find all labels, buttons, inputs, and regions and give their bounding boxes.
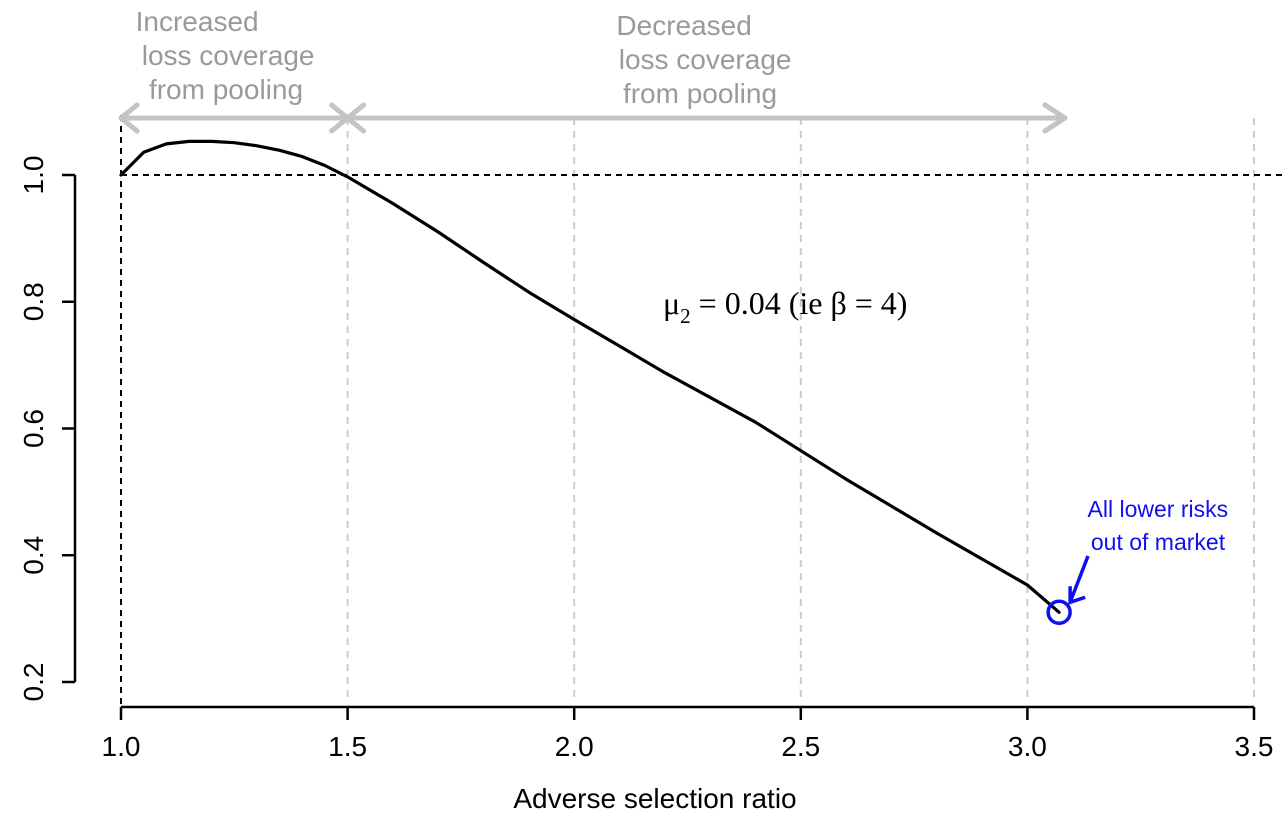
x-axis-title: Adverse selection ratio [513,783,796,814]
region-left-label: Increased loss coverage from pooling [136,6,323,105]
region-right-line-2: loss coverage [619,44,792,75]
callout-text: All lower risks out of market [1088,496,1235,555]
region-mid-arrow-head-right [345,102,367,134]
x-tick-label-2.5: 2.5 [781,731,820,762]
formula-mu: μ [663,285,680,321]
vertical-gridlines [346,118,1255,702]
region-right-label: Decreased loss coverage from pooling [616,10,799,109]
callout-line-2: out of market [1091,529,1226,555]
endpoint-marker [1046,599,1072,626]
region-right-arrow-head [1042,102,1068,134]
callout-arrow-head [1068,586,1086,605]
y-tick-label-0.2: 0.2 [18,663,49,702]
region-right-line-1: Decreased [616,10,751,41]
x-tick-label-1.5: 1.5 [328,731,367,762]
region-left-line-1: Increased [136,6,259,37]
region-arrows [118,102,1068,134]
region-right-line-3: from pooling [623,78,777,109]
axes [62,173,1256,720]
x-tick-label-3.5: 3.5 [1235,731,1274,762]
x-tick-label-3.0: 3.0 [1008,731,1047,762]
y-tick-label-1.0: 1.0 [18,156,49,195]
reference-lines [120,115,1286,707]
formula-subscript: 2 [680,304,691,328]
formula-rest: = 0.04 (ie β = 4) [691,285,908,321]
x-tick-label-2.0: 2.0 [555,731,594,762]
series [119,139,1090,626]
callout-line-1: All lower risks [1088,496,1229,522]
y-tick-label-0.8: 0.8 [18,282,49,321]
series-line [119,139,1061,614]
x-tick-label-1.0: 1.0 [102,731,141,762]
region-left-arrow-head [118,102,140,134]
region-left-line-3: from pooling [149,74,303,105]
formula-annotation: μ2 = 0.04 (ie β = 4) [663,285,907,328]
y-tick-label-0.6: 0.6 [18,409,49,448]
y-tick-label-0.4: 0.4 [18,536,49,575]
callout-arrow-shaft [1068,555,1090,603]
region-left-line-2: loss coverage [142,40,315,71]
tick-labels: 1.0 1.5 2.0 2.5 3.0 3.5 0.2 0.4 0.6 0.8 1.0 [18,156,1273,762]
